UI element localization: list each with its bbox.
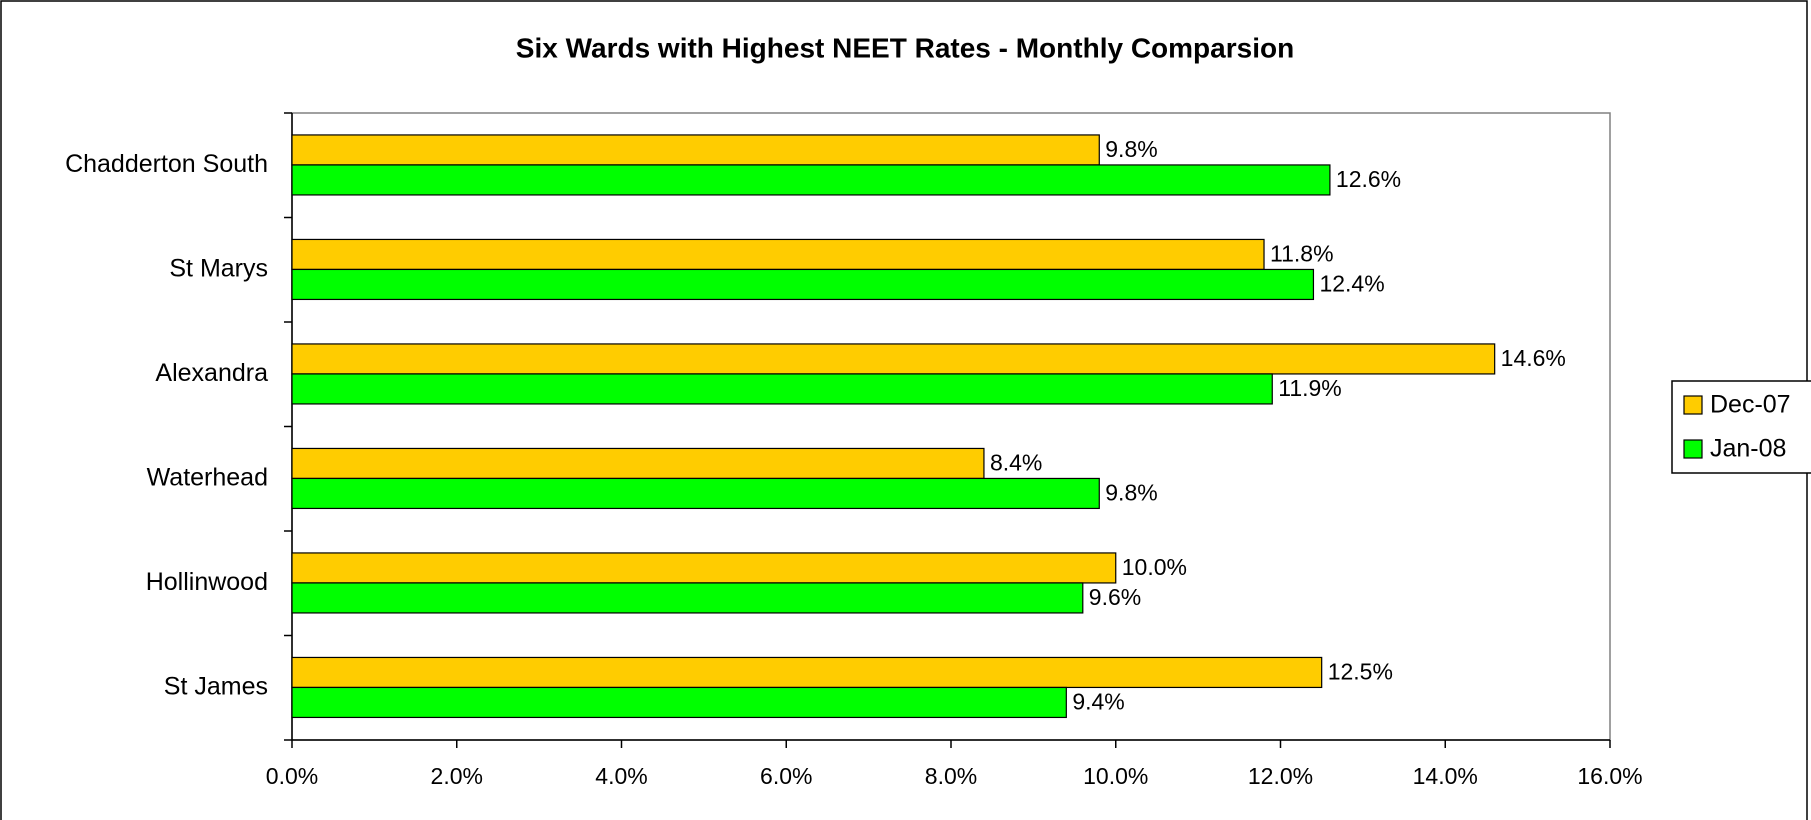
bar (291, 477, 1100, 510)
bar (291, 447, 985, 480)
data-label: 9.8% (1105, 136, 1157, 162)
y-tick-label: St James (164, 672, 268, 700)
data-label: 12.4% (1319, 271, 1384, 297)
x-tick-label: 6.0% (760, 763, 812, 789)
x-tick-label: 4.0% (595, 763, 647, 789)
bar (291, 656, 1323, 689)
y-tick-label: Waterhead (147, 463, 268, 491)
x-tick-label: 16.0% (1577, 763, 1642, 789)
bar (291, 552, 1117, 584)
x-tick-label: 2.0% (431, 763, 483, 789)
legend-label: Jan-08 (1710, 435, 1786, 463)
data-label: 9.8% (1105, 480, 1157, 506)
y-tick-label: Alexandra (155, 359, 268, 387)
data-label: 9.6% (1089, 584, 1141, 610)
data-label: 11.9% (1278, 375, 1342, 401)
data-label: 8.4% (990, 450, 1042, 476)
data-label: 12.6% (1336, 166, 1401, 192)
bar (291, 238, 1265, 271)
y-tick-label: Chadderton South (65, 150, 268, 178)
plot-area (291, 112, 1611, 741)
bar (291, 164, 1331, 196)
x-tick-label: 14.0% (1413, 763, 1478, 789)
data-label: 12.5% (1328, 659, 1393, 685)
bar (291, 134, 1100, 166)
data-label: 10.0% (1122, 554, 1187, 580)
bar (291, 268, 1315, 301)
legend-label: Dec-07 (1710, 391, 1791, 419)
y-tick-label: Hollinwood (146, 568, 268, 596)
bar (291, 373, 1273, 405)
legend-swatch (1683, 395, 1703, 415)
chart-title: Six Wards with Highest NEET Rates - Mont… (516, 32, 1294, 63)
data-label: 11.8% (1270, 241, 1334, 267)
x-tick-label: 0.0% (266, 763, 318, 789)
data-label: 14.6% (1501, 345, 1566, 371)
x-tick-label: 10.0% (1083, 763, 1148, 789)
bar (291, 582, 1084, 614)
bar (291, 686, 1067, 719)
x-tick-label: 12.0% (1248, 763, 1313, 789)
y-tick-label: St Marys (169, 254, 268, 282)
bar (291, 343, 1496, 375)
legend-swatch (1683, 439, 1703, 459)
x-tick-label: 8.0% (925, 763, 977, 789)
data-label: 9.4% (1072, 689, 1124, 715)
